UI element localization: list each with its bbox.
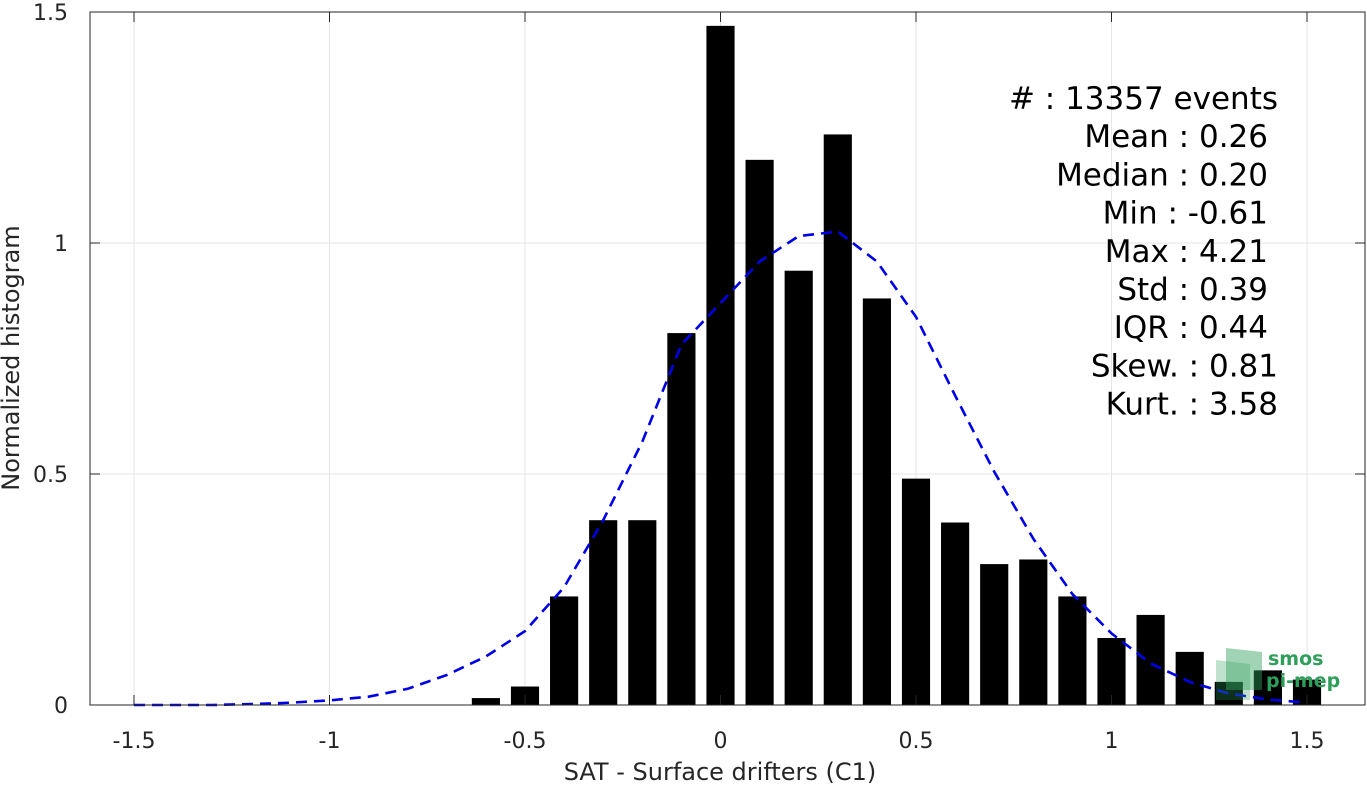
- histogram-bar: [667, 333, 696, 705]
- histogram-bar: [1136, 614, 1165, 705]
- histogram-bar: [745, 159, 774, 706]
- logo-mark-icon: [1226, 648, 1262, 690]
- logo-text-smos: smos: [1268, 648, 1323, 670]
- stat-line: Std : 0.39: [1117, 272, 1268, 308]
- histogram-bar: [823, 134, 852, 705]
- x-axis-label: SAT - Surface drifters (C1): [564, 758, 877, 785]
- histogram-bar: [550, 596, 579, 705]
- histogram-bar: [1214, 681, 1243, 705]
- stat-line: Skew. : 0.81: [1091, 348, 1278, 384]
- y-tick-label: 0: [54, 694, 68, 719]
- histogram-bar: [784, 270, 813, 705]
- histogram-bar: [862, 298, 891, 705]
- histogram-bar: [471, 698, 500, 705]
- histogram-bar: [589, 520, 618, 705]
- histogram-bar: [628, 520, 657, 705]
- logo-mark-shadow-icon: [1216, 660, 1250, 700]
- histogram-bar: [980, 564, 1009, 705]
- plot-frame: [89, 11, 1366, 706]
- x-tick-label: 1: [1105, 729, 1119, 754]
- x-tick-label: 0.5: [899, 729, 934, 754]
- stat-line: Kurt. : 3.58: [1106, 387, 1278, 423]
- stat-line: Mean : 0.26: [1084, 119, 1268, 155]
- histogram-bar: [1019, 559, 1048, 705]
- axis-tick-labels: -1.5 -1 -0.5 0 0.5 1 1.5 0 0.5 1 1.5: [33, 1, 1325, 754]
- normal-fit-curve: [134, 230, 1308, 707]
- y-tick-label: 0.5: [33, 463, 68, 488]
- x-tick-label: 1.5: [1290, 729, 1325, 754]
- smos-pi-mep-logo: smos pi-mep: [1216, 648, 1340, 700]
- histogram-bar: [1175, 651, 1204, 705]
- y-tick-label: 1: [54, 232, 68, 257]
- histogram-bar: [706, 25, 735, 706]
- y-axis-label: Normalized histogram: [0, 225, 25, 490]
- stat-line: Median : 0.20: [1056, 157, 1268, 193]
- x-tick-label: -1.5: [113, 729, 156, 754]
- axis-ticks: [90, 11, 1365, 706]
- x-tick-label: -0.5: [504, 729, 547, 754]
- histogram-bar: [1097, 638, 1126, 705]
- histogram-bar: [941, 522, 970, 705]
- histogram-bar: [1058, 596, 1087, 705]
- stat-line: Max : 4.21: [1105, 234, 1268, 270]
- stat-line: Min : -0.61: [1103, 196, 1268, 232]
- y-tick-label: 1.5: [33, 1, 68, 26]
- histogram-bars: [471, 25, 1322, 706]
- stat-line: IQR : 0.44: [1114, 310, 1268, 346]
- x-tick-label: 0: [714, 729, 728, 754]
- stat-line: # : 13357 events: [1009, 81, 1278, 117]
- logo-text-pi-mep: pi-mep: [1266, 670, 1340, 692]
- x-tick-label: -1: [319, 729, 341, 754]
- histogram-bar: [901, 478, 931, 705]
